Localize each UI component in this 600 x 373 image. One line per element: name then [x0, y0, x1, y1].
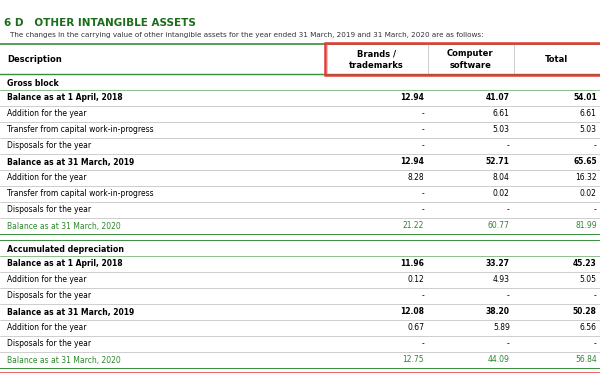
Text: Addition for the year: Addition for the year [7, 323, 86, 332]
Text: Balance as at 31 March, 2019: Balance as at 31 March, 2019 [7, 307, 134, 317]
Text: Balance as at 1 April, 2018: Balance as at 1 April, 2018 [7, 260, 122, 269]
Text: Balance as at 31 March, 2020: Balance as at 31 March, 2020 [7, 355, 121, 364]
Text: Disposals for the year: Disposals for the year [7, 292, 91, 301]
Text: -: - [507, 206, 510, 214]
Text: 33.27: 33.27 [486, 260, 510, 269]
Text: 41.07: 41.07 [486, 94, 510, 103]
Text: 44.09: 44.09 [488, 355, 510, 364]
Text: 81.99: 81.99 [575, 222, 597, 231]
Text: -: - [421, 125, 424, 135]
Text: 5.05: 5.05 [580, 276, 597, 285]
Text: 11.96: 11.96 [400, 260, 424, 269]
Text: -: - [507, 141, 510, 150]
Text: 12.94: 12.94 [400, 157, 424, 166]
Text: 56.84: 56.84 [575, 355, 597, 364]
Text: -: - [421, 189, 424, 198]
Text: 8.28: 8.28 [407, 173, 424, 182]
Text: -: - [507, 339, 510, 348]
Text: 21.22: 21.22 [403, 222, 424, 231]
Text: 0.02: 0.02 [580, 189, 597, 198]
Text: -: - [421, 339, 424, 348]
Text: 12.94: 12.94 [400, 94, 424, 103]
Text: 52.71: 52.71 [486, 157, 510, 166]
Text: -: - [421, 206, 424, 214]
Text: 0.67: 0.67 [407, 323, 424, 332]
Text: 6.56: 6.56 [580, 323, 597, 332]
Text: Addition for the year: Addition for the year [7, 173, 86, 182]
Text: 0.12: 0.12 [407, 276, 424, 285]
Text: 12.75: 12.75 [403, 355, 424, 364]
Text: -: - [594, 206, 597, 214]
Text: Brands /: Brands / [357, 50, 396, 59]
Text: -: - [594, 339, 597, 348]
Text: -: - [421, 110, 424, 119]
Text: -: - [594, 292, 597, 301]
Text: 8.04: 8.04 [493, 173, 510, 182]
Text: 6.61: 6.61 [493, 110, 510, 119]
Text: 4.93: 4.93 [493, 276, 510, 285]
Text: Balance as at 1 April, 2018: Balance as at 1 April, 2018 [7, 94, 122, 103]
Text: Gross block: Gross block [7, 78, 59, 88]
Text: 38.20: 38.20 [486, 307, 510, 317]
Text: Transfer from capital work-in-progress: Transfer from capital work-in-progress [7, 189, 154, 198]
Text: Balance as at 31 March, 2020: Balance as at 31 March, 2020 [7, 222, 121, 231]
Text: The changes in the carrying value of other intangible assets for the year ended : The changes in the carrying value of oth… [10, 32, 484, 38]
Text: 6 D   OTHER INTANGIBLE ASSETS: 6 D OTHER INTANGIBLE ASSETS [4, 18, 196, 28]
Text: Balance as at 31 March, 2019: Balance as at 31 March, 2019 [7, 157, 134, 166]
Text: 16.32: 16.32 [575, 173, 597, 182]
Text: -: - [421, 292, 424, 301]
Text: 60.77: 60.77 [488, 222, 510, 231]
Text: Addition for the year: Addition for the year [7, 276, 86, 285]
Text: 65.65: 65.65 [573, 157, 597, 166]
Text: 5.03: 5.03 [493, 125, 510, 135]
Text: 50.28: 50.28 [573, 307, 597, 317]
Text: Disposals for the year: Disposals for the year [7, 339, 91, 348]
Text: 6.61: 6.61 [580, 110, 597, 119]
Text: Accumulated depreciation: Accumulated depreciation [7, 244, 124, 254]
Text: Disposals for the year: Disposals for the year [7, 206, 91, 214]
Text: 5.03: 5.03 [580, 125, 597, 135]
Text: -: - [421, 141, 424, 150]
Text: 5.89: 5.89 [493, 323, 510, 332]
Text: Disposals for the year: Disposals for the year [7, 141, 91, 150]
Text: software: software [449, 60, 491, 69]
Text: 12.08: 12.08 [400, 307, 424, 317]
Text: Total: Total [545, 54, 568, 63]
Text: Transfer from capital work-in-progress: Transfer from capital work-in-progress [7, 125, 154, 135]
Text: trademarks: trademarks [349, 60, 404, 69]
Text: Description: Description [7, 54, 62, 63]
Text: -: - [507, 292, 510, 301]
Text: -: - [594, 141, 597, 150]
Bar [325, 43, 600, 75]
Text: 45.23: 45.23 [573, 260, 597, 269]
Text: 0.02: 0.02 [493, 189, 510, 198]
Text: Addition for the year: Addition for the year [7, 110, 86, 119]
Text: Computer: Computer [447, 50, 493, 59]
Text: 54.01: 54.01 [573, 94, 597, 103]
